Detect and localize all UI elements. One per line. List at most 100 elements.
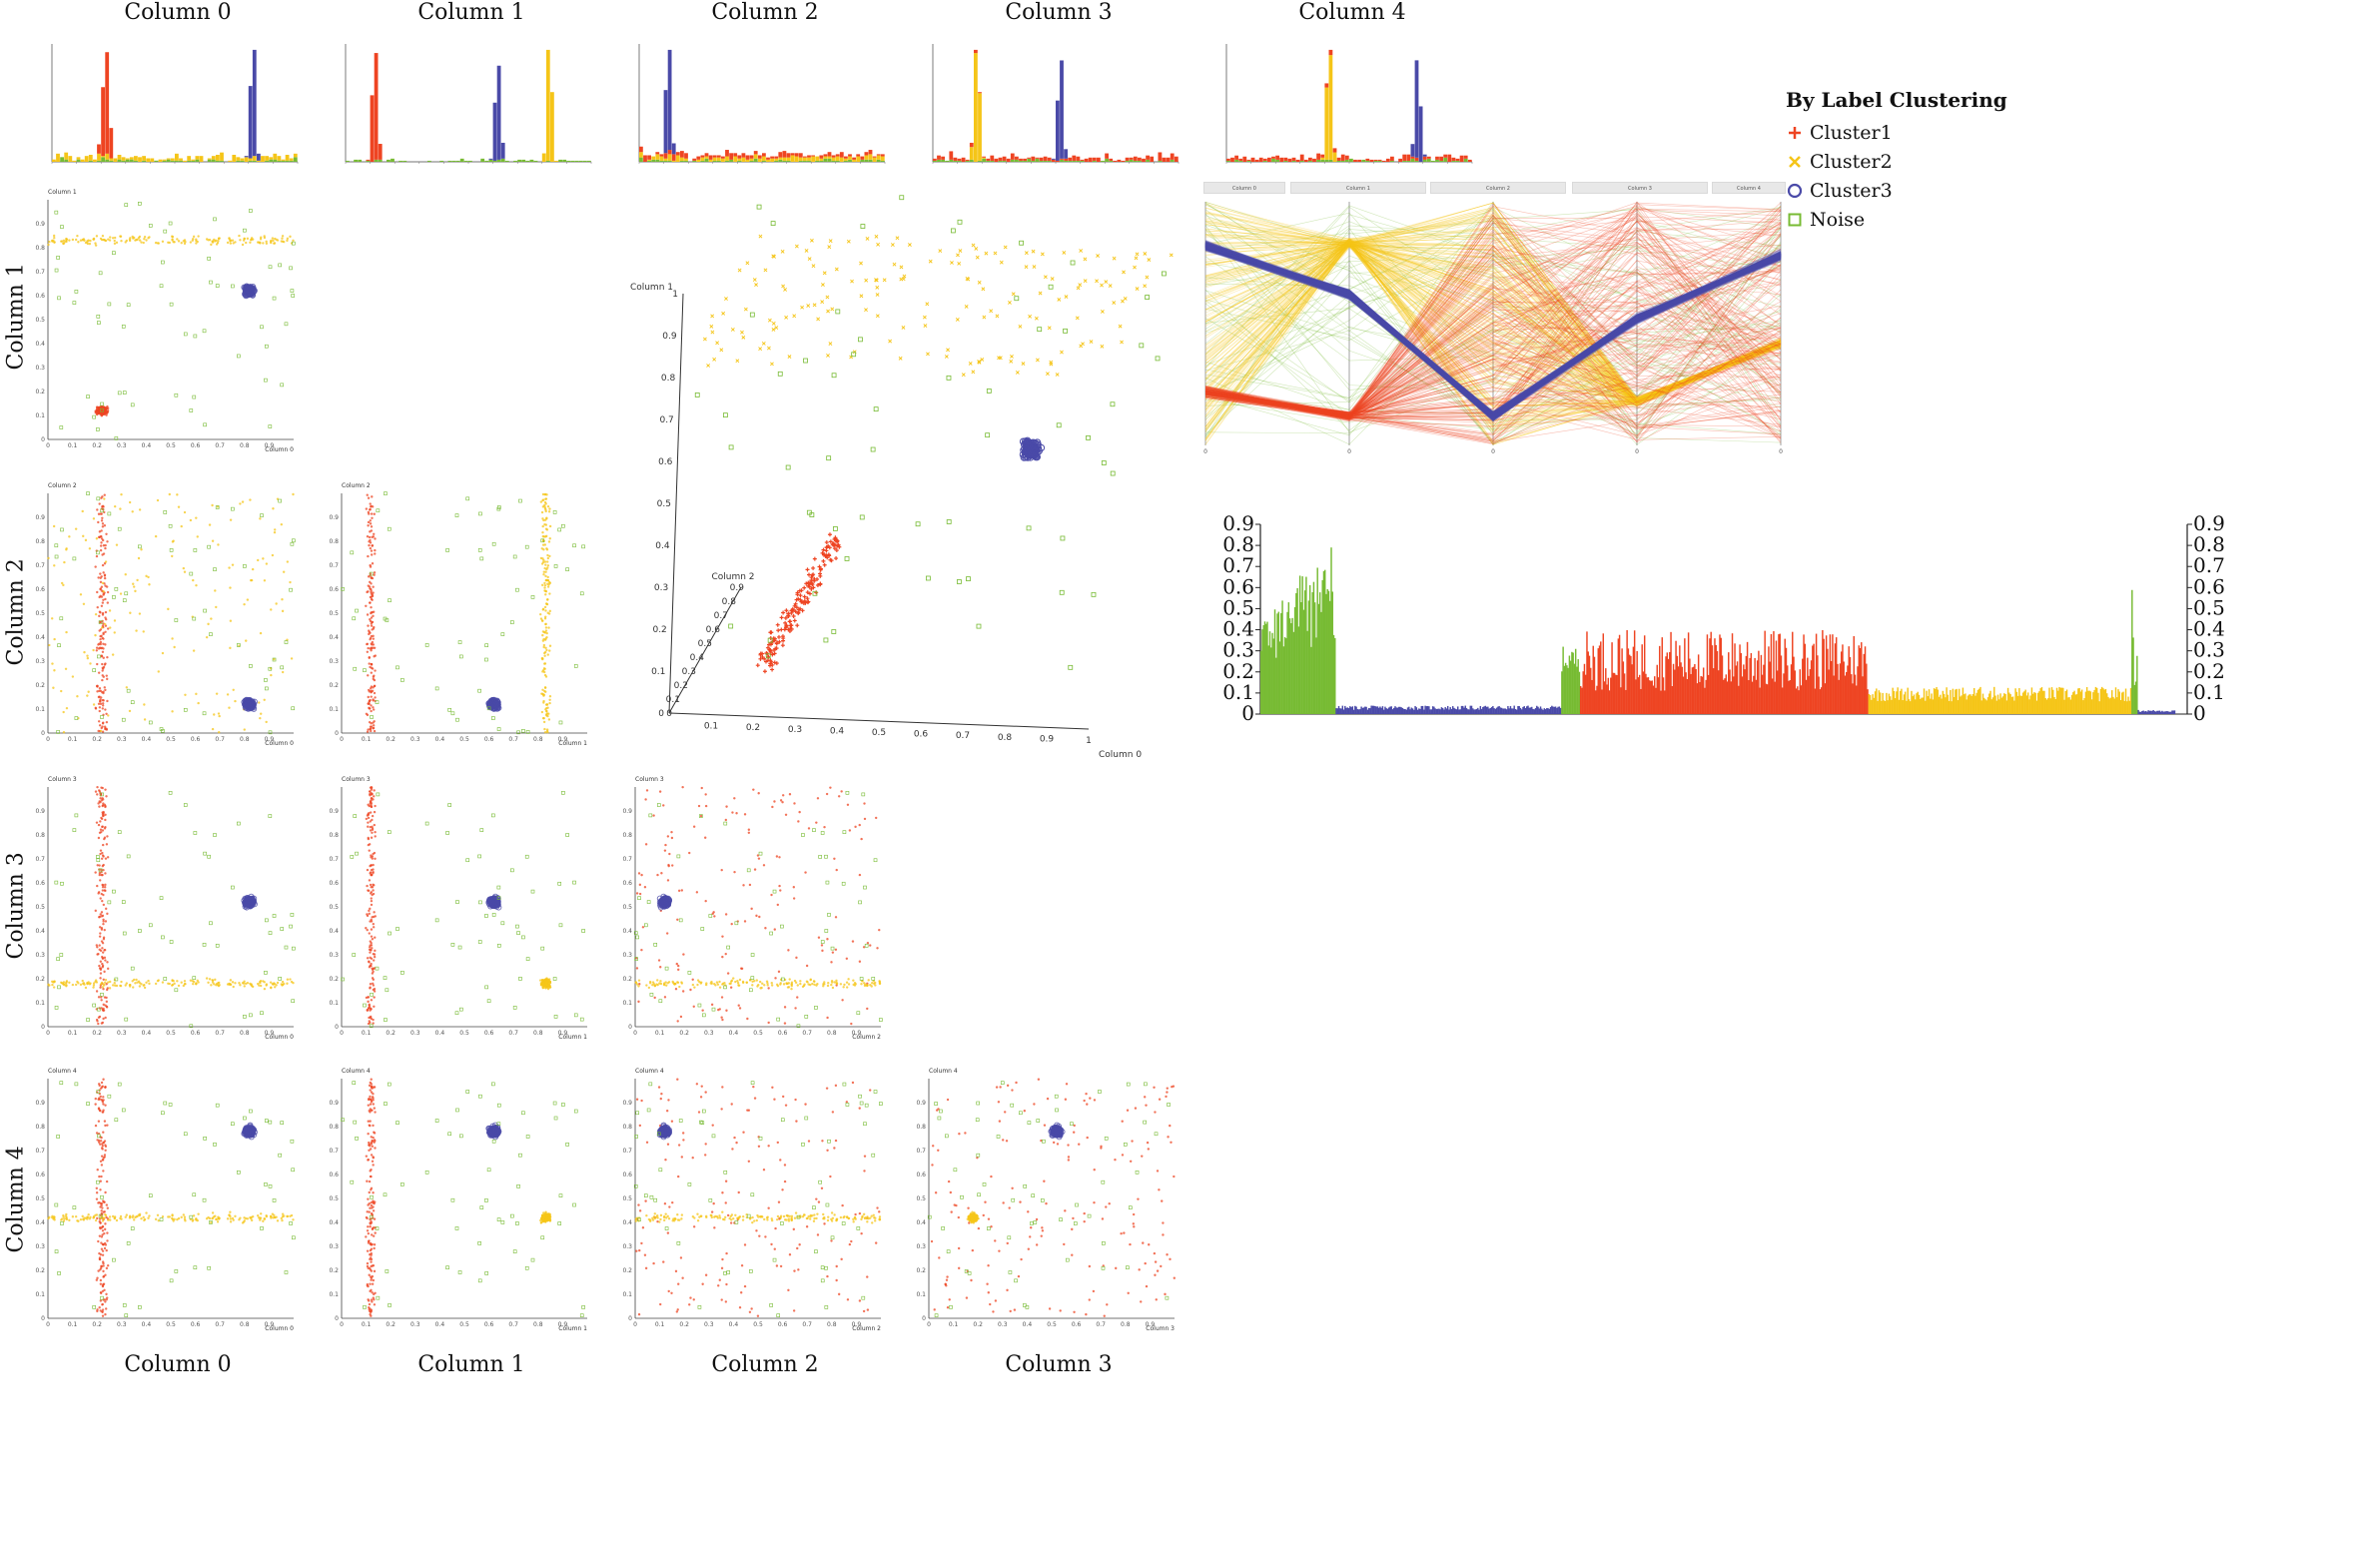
data-point [143,986,147,990]
histogram-bar [1422,159,1427,162]
x-tick-label: 0.3 [117,1030,127,1037]
legend-item-cluster2[interactable]: Cluster2 [1786,147,2007,176]
data-point [370,576,374,579]
data-point [99,913,102,916]
data-point [368,662,371,665]
data-point [801,833,805,837]
data-point [148,583,151,586]
data-point [94,565,97,568]
data-point [373,810,377,814]
histogram-bar [1435,156,1439,160]
x-tick-label: 0.8 [533,1030,543,1037]
data-point [259,981,262,985]
data-point [197,235,200,238]
data-point [778,884,781,888]
histogram-bar [162,159,167,161]
histogram-bar [708,159,713,162]
legend-item-cluster3[interactable]: Cluster3 [1786,176,2007,205]
histogram-bar [1381,160,1386,162]
data-point [113,504,117,508]
data-point [826,984,830,988]
data-point [122,931,127,936]
data-point [543,500,547,504]
data-point [370,928,374,931]
data-point [369,580,372,584]
data-point [263,698,266,701]
data-point [138,929,142,933]
data-point [581,929,585,933]
column-header-0: Column 0 [124,0,232,25]
data-point [99,628,103,631]
data-point [104,597,107,601]
data-point [496,896,501,900]
data-point [368,535,372,539]
data-point [60,225,64,229]
y-tick-label: 0.8 [329,832,339,839]
data-point [209,921,213,926]
data-point [79,983,83,987]
data-point [373,884,376,887]
data-point [284,945,289,950]
data-point [491,913,496,917]
data-point [637,872,641,875]
data-point [845,981,849,984]
data-point [370,709,373,713]
data-point [142,630,145,633]
histogram-bar [183,160,187,162]
data-point [289,580,292,584]
data-point [238,1218,241,1221]
histogram-bar [293,153,298,158]
data-point [60,1217,64,1220]
data-point [823,825,826,829]
data-point [546,556,550,560]
data-point [163,1101,168,1106]
histogram-bar [1125,157,1130,161]
data-point [366,1229,370,1232]
data-point [780,924,784,929]
data-point [104,622,107,626]
data-point [213,217,217,222]
data-point [634,957,638,961]
data-point [546,504,550,508]
data-point [183,570,187,573]
data-point [372,889,375,892]
data-point [92,982,96,985]
histogram-bar [1258,157,1263,162]
data-point [98,964,101,968]
legend-item-cluster1[interactable]: Cluster1 [1786,118,2007,147]
data-point [388,931,392,936]
data-point [133,1218,136,1221]
data-point [524,854,529,859]
data-point [700,786,703,790]
data-point [211,979,215,982]
data-point [858,873,862,877]
data-point [89,662,92,665]
data-point [369,1222,373,1225]
histogram-bar [1158,160,1163,162]
data-point [740,967,743,970]
data-point [104,1312,107,1316]
legend-item-noise[interactable]: Noise [1786,205,2007,234]
data-point [814,1006,818,1010]
data-point [367,496,371,499]
data-point [384,1018,388,1022]
data-point [366,590,369,594]
data-point [145,239,148,242]
data-point [290,1213,294,1217]
data-point [368,1149,371,1152]
y-tick-label: 0.5 [329,904,339,911]
data-point [213,567,217,571]
data-point [172,241,175,244]
data-point [676,981,680,985]
data-point [119,984,122,988]
data-point [65,237,68,241]
data-point [102,1269,105,1273]
data-point [129,611,132,614]
data-point [214,1214,217,1217]
y-tick-label: 0.8 [35,245,45,252]
data-point [104,1086,107,1089]
data-point [721,955,724,959]
data-point [102,1157,105,1160]
data-point [787,982,791,985]
data-point [97,671,101,674]
